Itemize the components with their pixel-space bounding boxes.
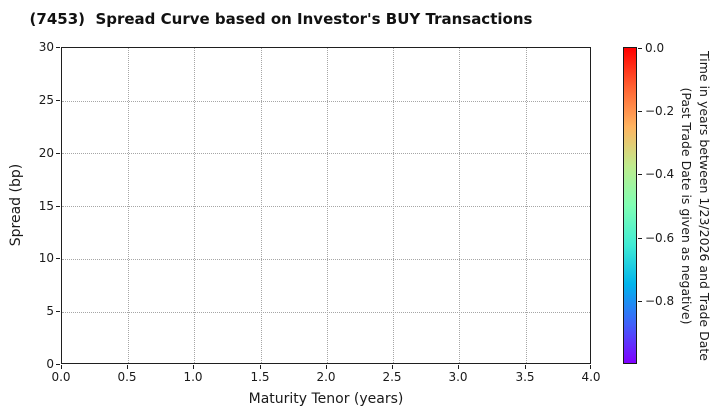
colorbar-tick-label: −0.2: [645, 104, 675, 118]
x-tick-label: 3.0: [448, 370, 468, 384]
y-tick-mark: [56, 100, 60, 101]
y-tick-label: 15: [38, 199, 54, 213]
y-tick-mark: [56, 258, 60, 259]
colorbar-tick-mark: [638, 48, 642, 49]
chart-title: (7453) Spread Curve based on Investor's …: [29, 10, 533, 28]
colorbar-axis-label-line1: Time in years between 1/23/2026 and Trad…: [697, 51, 712, 361]
colorbar-gradient: [623, 47, 637, 364]
gridline-horizontal: [62, 206, 590, 207]
gridline-vertical: [261, 48, 262, 363]
colorbar-axis-label: Time in years between 1/23/2026 and Trad…: [677, 26, 713, 386]
x-tick-mark: [392, 365, 393, 369]
gridline-vertical: [128, 48, 129, 363]
colorbar-tick-label: −0.8: [645, 294, 675, 308]
y-tick-label: 30: [38, 40, 54, 54]
x-axis-label: Maturity Tenor (years): [248, 391, 404, 407]
x-tick-label: 0.5: [117, 370, 137, 384]
gridline-vertical: [194, 48, 195, 363]
gridline-vertical: [526, 48, 527, 363]
x-tick-label: 3.5: [515, 370, 535, 384]
y-tick-mark: [56, 153, 60, 154]
x-tick-mark: [127, 365, 128, 369]
x-tick-mark: [260, 365, 261, 369]
x-tick-label: 4.0: [581, 370, 601, 384]
colorbar-tick-mark: [638, 111, 642, 112]
y-tick-label: 0: [46, 357, 54, 371]
colorbar-tick-mark: [638, 238, 642, 239]
gridline-horizontal: [62, 312, 590, 313]
gridline-vertical: [459, 48, 460, 363]
colorbar-axis-label-line2: (Past Trade Date is given as negative): [679, 87, 694, 325]
x-tick-label: 2.0: [316, 370, 336, 384]
x-tick-mark: [193, 365, 194, 369]
x-tick-label: 1.5: [250, 370, 270, 384]
y-tick-mark: [56, 206, 60, 207]
x-tick-mark: [61, 365, 62, 369]
x-tick-mark: [590, 365, 591, 369]
colorbar-tick-mark: [638, 174, 642, 175]
x-tick-mark: [458, 365, 459, 369]
y-tick-mark: [56, 47, 60, 48]
colorbar-tick-mark: [638, 301, 642, 302]
gridline-vertical: [393, 48, 394, 363]
y-tick-mark: [56, 364, 60, 365]
gridline-horizontal: [62, 153, 590, 154]
x-tick-mark: [525, 365, 526, 369]
gridline-horizontal: [62, 259, 590, 260]
colorbar-tick-label: −0.4: [645, 167, 675, 181]
y-axis-label: Spread (bp): [8, 163, 24, 247]
y-tick-label: 25: [38, 93, 54, 107]
x-tick-label: 0.0: [51, 370, 71, 384]
y-tick-label: 10: [38, 251, 54, 265]
x-tick-mark: [326, 365, 327, 369]
y-tick-label: 20: [38, 146, 54, 160]
gridline-vertical: [327, 48, 328, 363]
y-tick-label: 5: [46, 304, 54, 318]
plot-area: [61, 47, 591, 364]
y-tick-mark: [56, 311, 60, 312]
gridline-horizontal: [62, 101, 590, 102]
x-tick-label: 1.0: [183, 370, 203, 384]
x-tick-label: 2.5: [382, 370, 402, 384]
colorbar-tick-label: 0.0: [645, 41, 665, 55]
colorbar-tick-label: −0.6: [645, 231, 675, 245]
